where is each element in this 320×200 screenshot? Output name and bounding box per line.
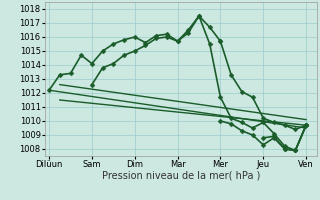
X-axis label: Pression niveau de la mer( hPa ): Pression niveau de la mer( hPa ) [102,171,260,181]
